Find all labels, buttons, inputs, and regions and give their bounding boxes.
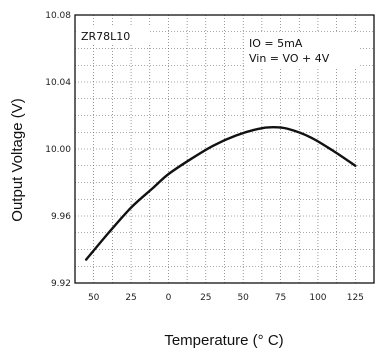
part-label-box [78, 27, 150, 44]
x-tick-label: 75 [275, 293, 286, 303]
x-tick-label: 25 [200, 293, 211, 303]
y-axis-ticks: 9.92 9.96 10.00 10.04 10.08 [45, 11, 71, 289]
x-tick-label: 50 [88, 293, 100, 303]
series-line [85, 126, 357, 261]
y-tick-label: 9.92 [51, 279, 71, 289]
annotation-io: IO = 5mA [249, 37, 303, 50]
conditions-box [244, 33, 360, 67]
x-tick-label: 0 [166, 293, 172, 303]
part-label: ZR78L10 [81, 30, 130, 43]
x-tick-label: 125 [347, 293, 364, 303]
y-tick-label: 10.04 [45, 78, 71, 88]
x-axis-ticks: 50 25 0 25 50 75 100 125 [88, 293, 364, 303]
plot-frame [74, 14, 375, 284]
y-tick-label: 10.00 [45, 145, 71, 155]
y-tick-label: 10.08 [45, 11, 71, 21]
x-tick-label: 100 [309, 293, 326, 303]
x-axis-label: Temperature (° C) [164, 332, 283, 349]
y-axis-label: Output Voltage (V) [9, 98, 26, 221]
annotation-vin: Vin = VO + 4V [249, 52, 330, 65]
x-tick-label: 50 [237, 293, 249, 303]
y-tick-label: 9.96 [51, 212, 71, 222]
x-tick-label: 25 [125, 293, 136, 303]
